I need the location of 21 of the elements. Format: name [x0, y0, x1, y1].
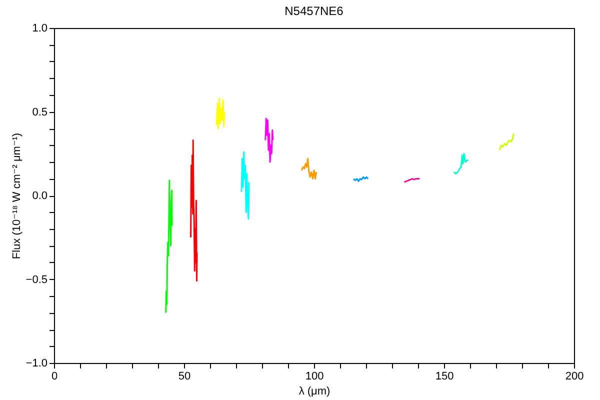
y-tick-label: 0.5: [32, 106, 48, 118]
line-series: [498, 132, 514, 152]
y-tick-label: 1.0: [32, 22, 48, 34]
y-tick-label: 0.0: [32, 190, 48, 202]
x-tick-label: 100: [305, 370, 324, 382]
chart-title: N5457NE6: [284, 4, 344, 18]
line-series: [453, 152, 470, 174]
x-tick-label: 150: [435, 370, 454, 382]
line-series: [264, 118, 274, 163]
line-series: [165, 180, 173, 314]
y-tick-label: −0.5: [26, 274, 48, 286]
line-series: [240, 151, 250, 220]
x-tick-label: 200: [565, 370, 584, 382]
line-series: [300, 158, 318, 180]
y-axis-title: Flux (10⁻¹⁸ W cm⁻² μm⁻¹): [10, 132, 23, 260]
line-series: [216, 98, 226, 130]
y-tick-label: −1.0: [26, 358, 48, 370]
line-series: [190, 139, 198, 282]
x-axis-title: λ (μm): [298, 386, 330, 398]
x-tick-label: 50: [178, 370, 191, 382]
x-tick-label: 0: [51, 370, 58, 382]
